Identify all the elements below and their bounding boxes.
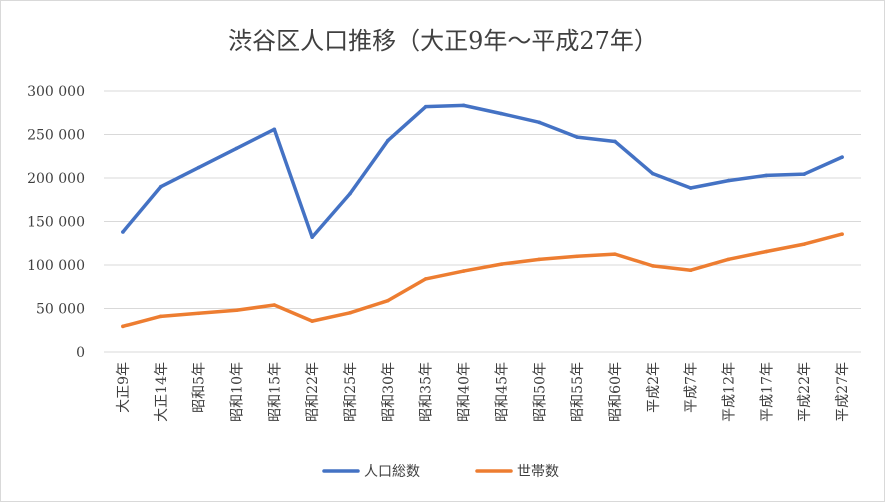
x-tick-label: 昭和55年 xyxy=(570,362,586,422)
data-point xyxy=(840,155,844,159)
data-point xyxy=(348,191,352,196)
data-point xyxy=(121,324,125,329)
y-tick-label: 200 000 xyxy=(27,171,85,187)
legend-label: 人口総数 xyxy=(364,464,420,480)
x-tick-label: 平成27年 xyxy=(835,362,851,422)
series-line-0 xyxy=(121,103,844,239)
data-point xyxy=(196,165,201,170)
x-tick-label: 大正14年 xyxy=(154,362,170,422)
x-tick-label: 昭和15年 xyxy=(267,362,283,422)
data-point xyxy=(537,257,542,262)
y-tick-label: 50 000 xyxy=(36,302,85,318)
data-point xyxy=(310,319,314,323)
data-point xyxy=(726,178,731,183)
data-point xyxy=(348,311,352,315)
data-point xyxy=(764,249,769,254)
x-tick-label: 昭和22年 xyxy=(305,362,321,422)
y-tick-label: 100 000 xyxy=(27,258,85,274)
x-tick-label: 昭和5年 xyxy=(192,362,208,413)
data-point xyxy=(234,308,239,313)
data-point xyxy=(613,252,617,256)
data-point xyxy=(121,230,125,234)
data-point xyxy=(802,242,807,246)
data-point xyxy=(196,311,201,316)
data-point xyxy=(386,138,390,143)
data-point xyxy=(461,269,466,273)
y-tick-label: 250 000 xyxy=(27,128,85,144)
data-point xyxy=(499,111,504,116)
data-point xyxy=(537,120,542,125)
data-point xyxy=(575,254,579,259)
y-tick-label: 150 000 xyxy=(27,215,85,231)
y-tick-label: 300 000 xyxy=(27,84,85,100)
data-point xyxy=(764,173,769,178)
data-point xyxy=(234,146,239,151)
y-tick-label: 0 xyxy=(76,345,85,361)
y-axis-ticks: 0 50 000 100 000 150 000 200 000 250 000 300 0… xyxy=(27,84,85,361)
data-point xyxy=(802,172,807,176)
x-tick-label: 平成12年 xyxy=(722,362,738,422)
series-line-1 xyxy=(121,232,844,329)
x-tick-label: 平成7年 xyxy=(684,362,700,413)
data-point xyxy=(423,104,428,109)
data-point xyxy=(386,298,390,303)
data-point xyxy=(461,103,466,108)
chart-title: 渋谷区人口推移（大正9年～平成27年） xyxy=(228,27,658,55)
x-tick-label: 昭和10年 xyxy=(229,362,245,422)
data-point xyxy=(272,127,277,132)
data-point xyxy=(651,264,655,268)
x-tick-label: 平成22年 xyxy=(797,362,813,422)
data-point xyxy=(499,262,504,266)
legend-label: 世帯数 xyxy=(517,464,559,480)
data-point xyxy=(688,186,693,190)
data-point xyxy=(613,139,617,144)
x-tick-label: 昭和30年 xyxy=(381,362,397,422)
series-lines xyxy=(121,103,844,329)
data-point xyxy=(423,277,428,281)
x-tick-label: 昭和50年 xyxy=(532,362,548,422)
x-axis-ticks: 大正9年 大正14年 昭和5年 昭和10年 昭和15年 昭和22年 昭和25年 昭和30年 昭和… xyxy=(116,362,851,422)
x-tick-label: 平成2年 xyxy=(646,362,662,413)
data-point xyxy=(158,314,163,319)
data-point xyxy=(726,257,731,262)
x-tick-label: 昭和25年 xyxy=(343,362,359,422)
x-tick-label: 昭和60年 xyxy=(608,362,624,422)
x-tick-label: 昭和40年 xyxy=(457,362,473,422)
x-tick-label: 昭和35年 xyxy=(419,362,435,422)
legend: 人口総数 世帯数 xyxy=(322,464,559,480)
gridlines xyxy=(104,90,861,353)
data-point xyxy=(310,235,314,239)
data-point xyxy=(575,135,579,139)
data-point xyxy=(158,184,163,189)
data-point xyxy=(688,268,693,273)
x-tick-label: 平成17年 xyxy=(759,362,775,422)
data-point xyxy=(651,171,655,176)
x-tick-label: 昭和45年 xyxy=(494,362,510,422)
x-tick-label: 大正9年 xyxy=(116,362,132,413)
data-point xyxy=(840,232,844,236)
data-point xyxy=(272,303,277,307)
